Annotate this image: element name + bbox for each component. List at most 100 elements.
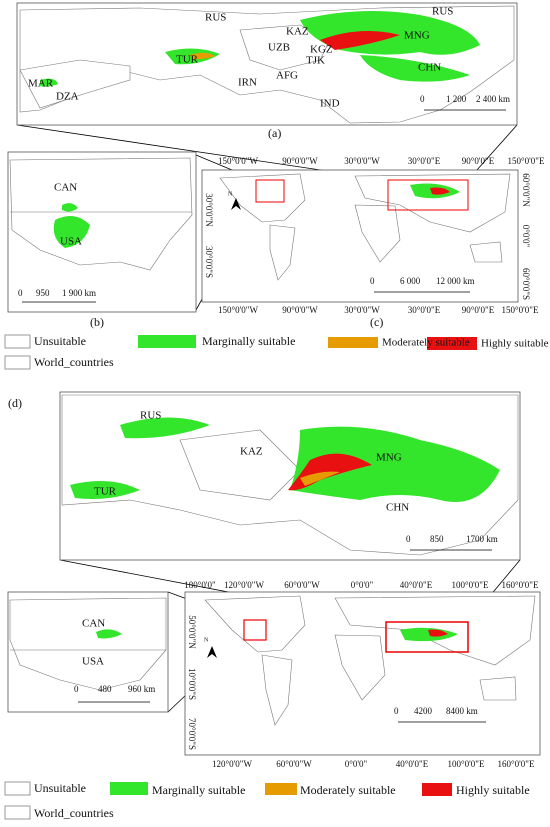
scale-label: 0	[420, 94, 425, 104]
place-label: RUS	[432, 6, 453, 18]
place-label: RUS	[205, 12, 226, 24]
lon-label: 40°0'0"E	[396, 759, 429, 769]
place-label: USA	[60, 236, 82, 248]
scale-label: 8400 km	[446, 706, 478, 716]
lat-label: 60°0'0"N	[521, 173, 531, 207]
panel-f: 180°0'0" 120°0'0"W 60°0'0"W 0°0'0" 40°0'…	[184, 580, 541, 769]
lon-label: 60°0'0"W	[284, 580, 320, 590]
lon-label: 90°0'0"E	[462, 156, 495, 166]
place-label: CAN	[82, 618, 105, 630]
lon-label: 30°0'0"E	[408, 156, 441, 166]
place-label: AFG	[276, 70, 298, 82]
legend-label: Highly suitable	[481, 338, 549, 350]
panel-c: 150°0'0"W 90°0'0"W 30°0'0"W 30°0'0"E 90°…	[201, 156, 545, 329]
lat-label: 70°0'0"S	[187, 718, 197, 750]
panel-e: CAN USA 0 480 960 km	[7, 591, 169, 713]
scale-label: 1 900 km	[62, 288, 96, 298]
lon-label: 180°0'0"	[184, 580, 216, 590]
place-label: TUR	[94, 486, 117, 498]
lon-label: 30°0'0"W	[344, 156, 380, 166]
lat-label: 30°0'0"N	[204, 193, 214, 227]
north-arrow	[231, 198, 241, 210]
lon-label: 60°0'0"W	[276, 759, 312, 769]
legend-label: Moderately suitable	[300, 783, 396, 797]
lon-label: 30°0'0"W	[344, 305, 380, 315]
lon-label: 30°0'0"E	[408, 305, 441, 315]
scale-label: 2 400 km	[476, 94, 510, 104]
scale-label: 0	[74, 684, 79, 694]
lon-label: 120°0'0"W	[224, 580, 264, 590]
place-label: KAZ	[240, 446, 263, 458]
place-label: KAZ	[286, 26, 309, 38]
panel-b: CAN USA 0 950 1 900 km (b)	[7, 151, 197, 329]
scale-label: 6 000	[400, 276, 421, 286]
scale-label: 0	[18, 288, 23, 298]
place-label: CHN	[386, 502, 409, 514]
place-label: KGZ	[310, 44, 333, 56]
legend-label: Marginally suitable	[152, 783, 245, 797]
north-label: N	[204, 637, 209, 643]
scale-label: 480	[98, 684, 112, 694]
legend-label: Moderately suitable	[382, 337, 470, 349]
panel-d: RUS KAZ MNG TUR CHN 0 850 1700 km (d)	[8, 391, 521, 561]
scale-label: 950	[36, 288, 50, 298]
scale-label: 0	[394, 706, 399, 716]
place-label: CHN	[418, 62, 441, 74]
scale-label: 1700 km	[466, 534, 498, 544]
place-label: UZB	[268, 42, 290, 54]
panel-label: (b)	[90, 315, 104, 329]
lon-label: 100°0'0"E	[448, 759, 485, 769]
lon-label: 40°0'0"E	[400, 580, 433, 590]
north-arrow	[207, 646, 217, 658]
lon-label: 150°0'0"E	[502, 305, 539, 315]
lon-label: 160°0'0"E	[498, 759, 535, 769]
legend-label: Unsuitable	[34, 781, 86, 795]
scale-label: 0	[406, 534, 411, 544]
legend-label: Unsuitable	[34, 334, 86, 348]
lon-label: 150°0'0"E	[508, 156, 545, 166]
place-label: MNG	[404, 30, 430, 42]
legend-label: Marginally suitable	[202, 334, 295, 348]
lat-label: 0°0'0"	[521, 225, 531, 248]
lon-label: 120°0'0"W	[212, 759, 252, 769]
place-label: MAR	[28, 78, 54, 90]
place-label: TJK	[306, 55, 325, 67]
lon-label: 90°0'0"W	[282, 305, 318, 315]
lon-label: 100°0'0"E	[452, 580, 489, 590]
lon-label: 90°0'0"W	[282, 156, 318, 166]
legend-label: World_countries	[34, 355, 114, 369]
place-label: IND	[320, 98, 340, 110]
place-label: CAN	[54, 182, 77, 194]
scale-label: 4200	[414, 706, 433, 716]
panel-label: (a)	[268, 126, 281, 140]
legend: Unsuitable Marginally suitable Moderatel…	[4, 334, 549, 370]
panel-label: (c)	[370, 315, 383, 329]
place-label: DZA	[56, 91, 79, 103]
lat-label: 10°0'0"S	[187, 668, 197, 700]
lon-label: 160°0'0"E	[502, 580, 539, 590]
legend: Unsuitable Marginally suitable Moderatel…	[4, 781, 530, 820]
scale-label: 0	[370, 276, 375, 286]
lat-label: 50°0'0"N	[187, 615, 197, 649]
legend-label: Highly suitable	[456, 783, 530, 797]
lon-label: 150°0'0"W	[218, 305, 258, 315]
scale-label: 850	[430, 534, 444, 544]
place-label: IRN	[238, 77, 257, 89]
lat-label: 30°0'0"S	[204, 246, 214, 278]
lat-label: 60°0'0"S	[521, 268, 531, 300]
scale-label: 1 200	[446, 94, 467, 104]
legend-label: World_countries	[34, 806, 114, 820]
place-label: USA	[82, 656, 104, 668]
scale-label: 960 km	[128, 684, 155, 694]
panel-a: RUS KAZ RUS MNG UZB KGZ TJK TUR AFG MAR …	[16, 2, 518, 140]
scale-label: 12 000 km	[436, 276, 475, 286]
lon-label: 0°0'0"	[345, 759, 368, 769]
lon-label: 90°0'0"E	[462, 305, 495, 315]
lon-label: 150°0'0"W	[218, 156, 258, 166]
panel-label: (d)	[8, 396, 22, 410]
place-label: RUS	[140, 410, 161, 422]
place-label: MNG	[376, 452, 402, 464]
lon-label: 0°0'0"	[351, 580, 374, 590]
north-label: N	[228, 191, 233, 197]
